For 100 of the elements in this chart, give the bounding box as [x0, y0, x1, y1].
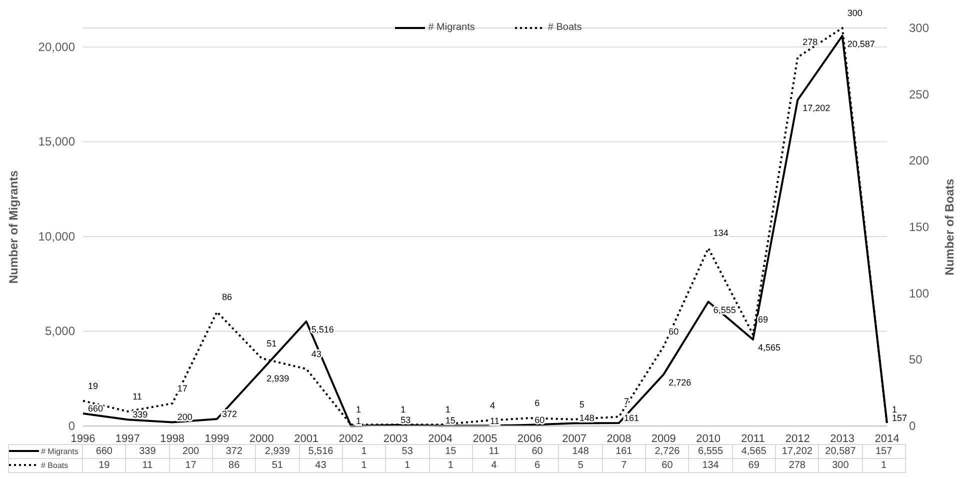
data-label: 1 — [342, 458, 386, 472]
data-label: 278 — [776, 458, 819, 472]
text: 7 — [624, 396, 630, 407]
x-tick-label: 2011 — [741, 432, 765, 445]
x-tick-label: 2005 — [472, 432, 498, 445]
y2-tick-label: 300 — [909, 21, 930, 35]
data-label: 11 — [126, 458, 170, 472]
text: 19 — [88, 380, 98, 391]
x-tick-label: 1997 — [115, 432, 140, 445]
data-label: 4 — [472, 458, 516, 472]
data-label: 161 — [602, 444, 646, 458]
data-label: 60 — [646, 458, 689, 472]
text: 157 — [892, 413, 908, 424]
text: 200 — [177, 412, 192, 422]
x-tick-label: 2014 — [874, 432, 900, 445]
text: 53 — [400, 414, 411, 425]
data-label: 157 — [862, 444, 906, 458]
text: 2,726 — [668, 377, 692, 388]
y-tick-label: 20,000 — [38, 40, 76, 54]
x-tick-label: 2010 — [696, 432, 721, 445]
text: 4,565 — [758, 342, 781, 352]
data-label: 339 — [126, 444, 170, 458]
text: 2,939 — [266, 373, 290, 384]
text: 134 — [713, 228, 728, 238]
x-tick-label: 1996 — [70, 432, 96, 445]
x-tick-label: 2004 — [428, 432, 453, 445]
text: 1 — [356, 416, 362, 426]
text: 300 — [847, 8, 862, 18]
x-tick-label: 2013 — [830, 432, 855, 445]
data-label: 86 — [212, 458, 256, 472]
data-label: 7 — [602, 458, 646, 472]
data-label: 20,587 — [818, 444, 862, 458]
data-label: 148 — [558, 444, 602, 458]
text: 278 — [802, 37, 818, 48]
y2-tick-label: 150 — [909, 220, 930, 234]
data-label: 69 — [732, 458, 776, 472]
data-label: 5 — [558, 458, 602, 472]
text: 1 — [892, 404, 898, 415]
x-tick-label: 2008 — [606, 432, 632, 445]
text: 20,587 — [847, 38, 875, 49]
x-tick-label: 2000 — [249, 432, 274, 445]
data-label: 1 — [342, 444, 386, 458]
x-tick-label: 1998 — [160, 432, 185, 445]
legend-label: # Migrants — [427, 22, 475, 33]
data-label: 1 — [429, 458, 472, 472]
text: 372 — [222, 408, 238, 419]
data-label: 300 — [818, 458, 862, 472]
text: 60 — [534, 414, 545, 425]
text: 60 — [668, 326, 679, 336]
y2-tick-label: 250 — [909, 87, 930, 102]
data-label: 19 — [82, 458, 126, 472]
data-label: 1 — [862, 458, 906, 472]
data-label: 15 — [429, 444, 472, 458]
text: 51 — [266, 338, 277, 348]
text: 11 — [490, 416, 500, 426]
text: 161 — [624, 412, 640, 423]
data-label: 11 — [472, 444, 516, 458]
y2-tick-label: 100 — [909, 286, 930, 300]
y-tick-label: 15,000 — [38, 134, 76, 149]
data-label: 51 — [256, 458, 300, 472]
y2-tick-label: 200 — [909, 154, 930, 168]
x-tick-label: 2007 — [562, 432, 587, 445]
data-label: 200 — [169, 444, 212, 458]
text: 1 — [400, 404, 406, 415]
data-label: 372 — [212, 444, 256, 458]
text: 6 — [534, 398, 540, 408]
data-label: 60 — [516, 444, 559, 458]
text: # Boats — [41, 461, 68, 470]
legend-label: # Boats — [546, 22, 582, 33]
data-label: 53 — [386, 444, 429, 458]
x-tick-label: 2006 — [517, 432, 542, 445]
data-label: 17 — [169, 458, 212, 472]
data-label: 2,939 — [256, 444, 300, 458]
data-label: 6,555 — [688, 444, 732, 458]
text: 11 — [132, 391, 142, 402]
text: 17 — [177, 383, 188, 394]
x-tick-label: 2001 — [294, 432, 319, 445]
data-label: 4,565 — [732, 444, 776, 458]
x-tick-label: 2009 — [651, 432, 676, 445]
text: 5 — [579, 399, 584, 410]
text: # Migrants — [41, 447, 78, 456]
text: 5,516 — [311, 324, 334, 334]
text: 4 — [490, 400, 496, 411]
x-tick-label: 1999 — [204, 432, 230, 445]
y2-tick-label: 50 — [909, 352, 923, 367]
y2-axis-title: Number of Boats — [942, 178, 956, 276]
data-label: 5,516 — [299, 444, 342, 458]
text: 86 — [222, 292, 232, 302]
x-tick-label: 2003 — [383, 432, 408, 445]
y-tick-label: 0 — [68, 419, 76, 433]
text: 660 — [88, 403, 104, 414]
data-label: 134 — [688, 458, 732, 472]
data-label: 43 — [299, 458, 342, 472]
y2-tick-label: 0 — [909, 419, 916, 433]
data-label: 17,202 — [776, 444, 819, 458]
text: 1 — [356, 404, 362, 415]
data-label: 1 — [386, 458, 429, 472]
text: 15 — [445, 416, 456, 426]
y-tick-label: 10,000 — [38, 229, 76, 244]
y-tick-label: 5,000 — [44, 324, 76, 338]
